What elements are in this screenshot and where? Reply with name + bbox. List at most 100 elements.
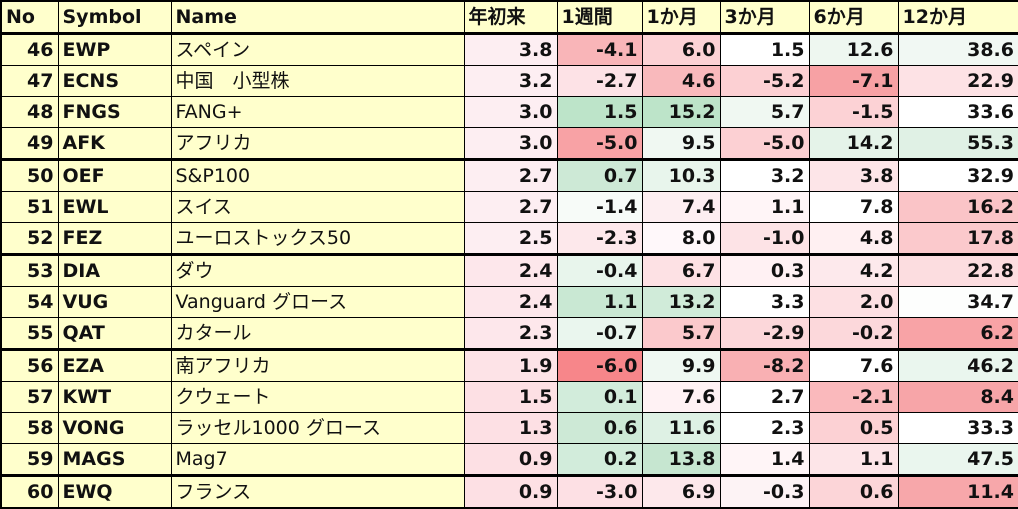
- cell-1m[interactable]: 5.7: [641, 317, 721, 351]
- header-1w[interactable]: 1週間: [556, 0, 643, 35]
- cell-symbol[interactable]: VUG: [57, 286, 172, 318]
- cell-12m[interactable]: 33.3: [897, 412, 1018, 444]
- cell-ytd[interactable]: 2.4: [463, 286, 558, 318]
- cell-1w[interactable]: -0.4: [556, 254, 643, 287]
- cell-12m[interactable]: 47.5: [897, 443, 1018, 477]
- header-6m[interactable]: 6か月: [808, 0, 899, 35]
- cell-12m[interactable]: 46.2: [897, 349, 1018, 382]
- cell-name[interactable]: ラッセル1000 グロース: [170, 412, 465, 444]
- cell-symbol[interactable]: ECNS: [57, 65, 172, 97]
- cell-1m[interactable]: 15.2: [641, 96, 721, 128]
- cell-ytd[interactable]: 1.5: [463, 381, 558, 413]
- cell-no[interactable]: 58: [0, 412, 59, 444]
- cell-6m[interactable]: 12.6: [808, 33, 899, 66]
- cell-symbol[interactable]: EWL: [57, 191, 172, 223]
- cell-1m[interactable]: 10.3: [641, 159, 721, 192]
- cell-1w[interactable]: -0.7: [556, 317, 643, 351]
- cell-3m[interactable]: 0.3: [719, 254, 810, 287]
- cell-12m[interactable]: 33.6: [897, 96, 1018, 128]
- cell-symbol[interactable]: FEZ: [57, 222, 172, 256]
- cell-6m[interactable]: -7.1: [808, 65, 899, 97]
- cell-symbol[interactable]: EWP: [57, 33, 172, 66]
- cell-ytd[interactable]: 2.7: [463, 191, 558, 223]
- cell-ytd[interactable]: 2.7: [463, 159, 558, 192]
- cell-name[interactable]: Vanguard グロース: [170, 286, 465, 318]
- cell-1w[interactable]: -2.7: [556, 65, 643, 97]
- cell-3m[interactable]: 1.5: [719, 33, 810, 66]
- cell-ytd[interactable]: 2.4: [463, 254, 558, 287]
- cell-6m[interactable]: 7.6: [808, 349, 899, 382]
- cell-symbol[interactable]: EWQ: [57, 475, 172, 509]
- cell-1m[interactable]: 8.0: [641, 222, 721, 256]
- header-symbol[interactable]: Symbol: [57, 0, 172, 35]
- cell-3m[interactable]: -0.3: [719, 475, 810, 509]
- cell-1m[interactable]: 9.5: [641, 127, 721, 161]
- header-no[interactable]: No: [0, 0, 59, 35]
- cell-name[interactable]: スペイン: [170, 33, 465, 66]
- cell-no[interactable]: 52: [0, 222, 59, 256]
- cell-3m[interactable]: -5.2: [719, 65, 810, 97]
- cell-1m[interactable]: 7.4: [641, 191, 721, 223]
- cell-ytd[interactable]: 3.2: [463, 65, 558, 97]
- cell-3m[interactable]: 1.4: [719, 443, 810, 477]
- cell-ytd[interactable]: 1.9: [463, 349, 558, 382]
- cell-no[interactable]: 48: [0, 96, 59, 128]
- cell-12m[interactable]: 22.8: [897, 254, 1018, 287]
- cell-symbol[interactable]: AFK: [57, 127, 172, 161]
- cell-3m[interactable]: -2.9: [719, 317, 810, 351]
- cell-1m[interactable]: 6.9: [641, 475, 721, 509]
- cell-1w[interactable]: 1.5: [556, 96, 643, 128]
- cell-no[interactable]: 57: [0, 381, 59, 413]
- cell-no[interactable]: 47: [0, 65, 59, 97]
- cell-no[interactable]: 46: [0, 33, 59, 66]
- cell-no[interactable]: 49: [0, 127, 59, 161]
- header-3m[interactable]: 3か月: [719, 0, 810, 35]
- cell-12m[interactable]: 8.4: [897, 381, 1018, 413]
- cell-no[interactable]: 54: [0, 286, 59, 318]
- cell-3m[interactable]: 2.7: [719, 381, 810, 413]
- cell-symbol[interactable]: KWT: [57, 381, 172, 413]
- cell-symbol[interactable]: EZA: [57, 349, 172, 382]
- cell-1m[interactable]: 6.7: [641, 254, 721, 287]
- cell-3m[interactable]: -5.0: [719, 127, 810, 161]
- cell-symbol[interactable]: VONG: [57, 412, 172, 444]
- cell-1m[interactable]: 4.6: [641, 65, 721, 97]
- cell-6m[interactable]: 1.1: [808, 443, 899, 477]
- cell-no[interactable]: 53: [0, 254, 59, 287]
- cell-ytd[interactable]: 1.3: [463, 412, 558, 444]
- header-ytd[interactable]: 年初来: [463, 0, 558, 35]
- cell-3m[interactable]: 3.3: [719, 286, 810, 318]
- cell-1m[interactable]: 7.6: [641, 381, 721, 413]
- cell-name[interactable]: フランス: [170, 475, 465, 509]
- cell-ytd[interactable]: 2.3: [463, 317, 558, 351]
- cell-ytd[interactable]: 0.9: [463, 443, 558, 477]
- cell-no[interactable]: 56: [0, 349, 59, 382]
- cell-1m[interactable]: 11.6: [641, 412, 721, 444]
- cell-ytd[interactable]: 3.0: [463, 127, 558, 161]
- cell-6m[interactable]: 2.0: [808, 286, 899, 318]
- cell-3m[interactable]: -8.2: [719, 349, 810, 382]
- cell-name[interactable]: クウェート: [170, 381, 465, 413]
- cell-name[interactable]: アフリカ: [170, 127, 465, 161]
- cell-12m[interactable]: 16.2: [897, 191, 1018, 223]
- cell-name[interactable]: カタール: [170, 317, 465, 351]
- cell-name[interactable]: ダウ: [170, 254, 465, 287]
- cell-12m[interactable]: 32.9: [897, 159, 1018, 192]
- cell-no[interactable]: 50: [0, 159, 59, 192]
- cell-symbol[interactable]: MAGS: [57, 443, 172, 477]
- cell-symbol[interactable]: QAT: [57, 317, 172, 351]
- cell-no[interactable]: 60: [0, 475, 59, 509]
- cell-symbol[interactable]: FNGS: [57, 96, 172, 128]
- cell-6m[interactable]: -2.1: [808, 381, 899, 413]
- cell-1w[interactable]: -4.1: [556, 33, 643, 66]
- cell-12m[interactable]: 34.7: [897, 286, 1018, 318]
- cell-1w[interactable]: -2.3: [556, 222, 643, 256]
- cell-6m[interactable]: 4.2: [808, 254, 899, 287]
- cell-6m[interactable]: 0.6: [808, 475, 899, 509]
- cell-no[interactable]: 55: [0, 317, 59, 351]
- cell-1w[interactable]: 1.1: [556, 286, 643, 318]
- cell-name[interactable]: スイス: [170, 191, 465, 223]
- cell-3m[interactable]: 1.1: [719, 191, 810, 223]
- cell-6m[interactable]: 14.2: [808, 127, 899, 161]
- cell-12m[interactable]: 38.6: [897, 33, 1018, 66]
